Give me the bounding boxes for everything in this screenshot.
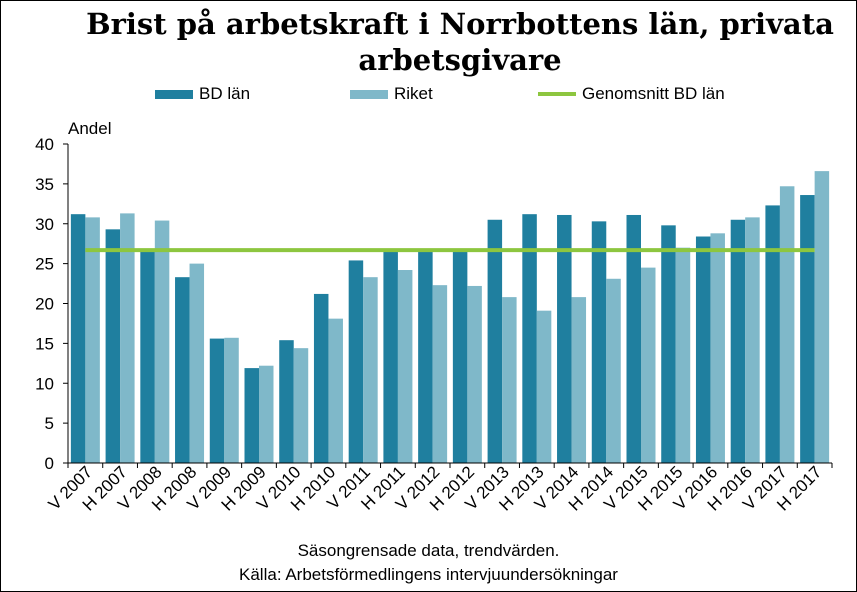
bar-bd-lan (279, 340, 294, 463)
caption-line-1: Säsongrensade data, trendvärden. (297, 541, 560, 560)
legend-item-average: Genomsnitt BD län (538, 84, 725, 104)
bar-bd-lan (348, 260, 364, 463)
bar-riket (710, 233, 725, 463)
legend-label-riket: Riket (394, 84, 433, 103)
bar-bd-lan (452, 250, 468, 463)
y-tick-label: 0 (45, 454, 54, 473)
bar-riket (779, 186, 795, 463)
bar-riket (293, 348, 309, 463)
legend-swatch-bd-lan (155, 89, 193, 99)
bar-riket (745, 217, 760, 463)
legend-label-average: Genomsnitt BD län (582, 84, 725, 103)
bar-riket (224, 337, 239, 463)
bar-bd-lan (522, 214, 537, 463)
bar-bd-lan (105, 229, 121, 463)
bar-riket (259, 365, 274, 463)
bar-riket (502, 297, 517, 463)
caption-line-2: Källa: Arbetsförmedlingens intervjuunder… (239, 565, 618, 584)
bar-bd-lan (70, 214, 86, 463)
bar-riket (467, 285, 482, 463)
bar-bd-lan (591, 221, 607, 463)
bar-bd-lan (695, 236, 711, 463)
bar-riket (363, 277, 378, 463)
y-tick-label: 25 (35, 255, 54, 274)
legend-swatch-average (538, 92, 576, 96)
bar-riket (120, 213, 135, 463)
y-axis-ticks: 0 5 10 15 20 25 30 35 40 (35, 135, 68, 473)
chart-title: Brist på arbetskraft i Norrbottens län, … (86, 7, 834, 77)
bar-bd-lan (730, 219, 746, 463)
bar-bd-lan (383, 250, 398, 463)
bar-riket (536, 310, 552, 463)
bar-bd-lan (244, 368, 259, 463)
y-tick-label: 5 (45, 414, 54, 433)
bar-bd-lan (418, 250, 433, 463)
bar-bd-lan (800, 195, 815, 464)
y-tick-label: 30 (35, 215, 54, 234)
bar-bd-lan (313, 293, 329, 463)
bar-riket (85, 217, 100, 463)
legend-label-bd-lan: BD län (199, 84, 251, 103)
bar-riket (606, 278, 621, 463)
bar-bd-lan (209, 338, 225, 463)
bars-group (70, 171, 830, 464)
bar-riket (189, 263, 205, 463)
bar-riket (571, 297, 587, 463)
y-axis-label: Andel (68, 119, 111, 138)
bar-bd-lan (626, 214, 641, 463)
bar-bd-lan (765, 205, 780, 463)
bar-riket (814, 171, 830, 464)
legend-item-bd-lan: BD län (155, 84, 250, 104)
bar-bd-lan (140, 250, 155, 463)
bar-riket (641, 267, 656, 463)
legend-swatch-riket (350, 89, 388, 99)
y-tick-label: 35 (35, 175, 54, 194)
bar-riket (328, 318, 343, 463)
bar-riket (154, 220, 170, 463)
bar-bd-lan (175, 277, 190, 463)
y-tick-label: 10 (35, 374, 54, 393)
y-tick-label: 20 (35, 295, 54, 314)
bar-bd-lan (487, 219, 503, 463)
bar-bd-lan (661, 225, 676, 463)
bar-riket (397, 270, 413, 463)
legend-item-riket: Riket (350, 84, 433, 104)
y-tick-label: 40 (35, 135, 54, 154)
bar-riket (675, 247, 691, 463)
y-tick-label: 15 (35, 334, 54, 353)
bar-riket (432, 285, 448, 463)
bar-bd-lan (557, 214, 572, 463)
